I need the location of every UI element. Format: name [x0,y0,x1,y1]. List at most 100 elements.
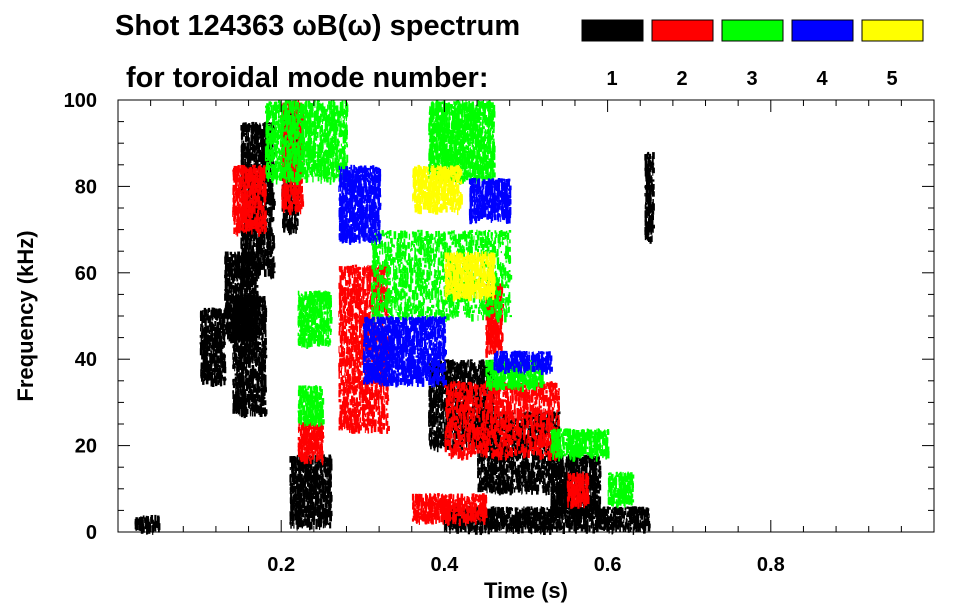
spectral-point [236,354,238,362]
spectral-point [250,333,253,339]
spectral-point [269,253,272,258]
spectral-point [261,316,263,319]
spectral-point [227,332,229,339]
spectral-point [245,377,249,386]
spectral-point [254,369,257,375]
spectral-point [237,398,239,402]
spectral-point [199,348,203,356]
spectral-point [244,389,247,394]
spectral-point [254,269,256,275]
spectral-point [291,469,294,476]
spectral-point [251,303,254,307]
spectral-point [245,409,248,417]
spectral-point [260,327,263,336]
spectral-point [266,242,269,248]
spectral-point [252,258,255,263]
spectral-point [292,490,294,495]
spectral-point [204,372,207,380]
spectral-point [285,214,288,218]
spectral-point [214,338,215,342]
spectral-point [239,390,243,394]
spectral-point [311,518,313,521]
spectral-point [251,404,254,411]
spectral-point [240,336,242,339]
spectral-point [203,373,206,381]
spectral-point [202,379,205,385]
spectral-point [243,405,246,412]
spectral-point [242,338,244,343]
spectral-point [318,458,321,464]
spectral-point [236,296,239,300]
spectral-point [326,486,329,494]
spectral-point [199,335,202,338]
spectral-point [240,330,243,334]
spectral-point [289,223,292,226]
spectral-point [231,293,233,297]
spectral-point [234,342,237,348]
spectral-point [306,521,308,528]
spectral-point [249,371,253,379]
spectral-point [213,376,215,383]
spectral-point [273,243,276,249]
spectral-point [208,343,211,346]
spectral-point [250,272,252,276]
spectral-point [288,157,290,165]
spectral-point [246,287,248,295]
spectral-point [319,489,322,493]
spectral-point [262,123,264,127]
spectral-point [263,391,266,396]
spectral-point [227,315,229,322]
spectral-point [267,122,271,125]
spectral-point [239,356,241,362]
spectral-point [253,236,255,241]
spectral-point [235,360,237,366]
spectral-point [258,296,261,302]
spectral-point [238,305,241,310]
spectral-point [256,234,258,241]
spectral-point [251,262,255,268]
spectral-point [233,365,236,369]
spectral-point [245,280,248,287]
mode-1-region-6 [289,454,333,531]
spectral-point [239,349,241,352]
spectral-point [210,325,212,330]
spectral-point [241,299,243,306]
spectral-point [204,309,207,317]
spectral-point [210,359,213,367]
spectral-point [247,150,250,156]
spectral-point [326,476,328,480]
spectral-point [290,501,292,509]
spectral-point [267,268,270,277]
spectral-point [258,332,260,336]
spectral-point [212,310,214,318]
spectral-point [253,158,256,163]
spectral-point [221,341,224,344]
spectral-point [200,344,202,352]
spectral-point [250,283,252,286]
spectral-point [259,388,262,392]
spectral-point [295,217,298,222]
spectral-point [315,470,318,476]
spectral-point [232,307,235,314]
spectral-point [269,197,273,206]
spectral-point [221,365,224,369]
spectral-point [244,279,246,285]
spectral-point [254,374,256,379]
spectral-point [267,250,271,253]
spectral-point [201,372,203,380]
spectral-point [238,273,241,279]
spectral-point [241,368,244,376]
spectral-point [251,294,253,301]
spectral-point [246,312,248,319]
spectral-point [301,477,304,485]
spectral-point [201,376,203,382]
spectral-point [205,328,208,333]
spectral-point [239,375,241,382]
spectral-point [263,359,266,364]
spectral-point [200,365,202,368]
spectral-point [327,494,330,499]
spectral-point [261,149,264,158]
spectral-point [252,241,255,247]
spectral-point [257,255,259,262]
spectral-point [255,273,258,282]
